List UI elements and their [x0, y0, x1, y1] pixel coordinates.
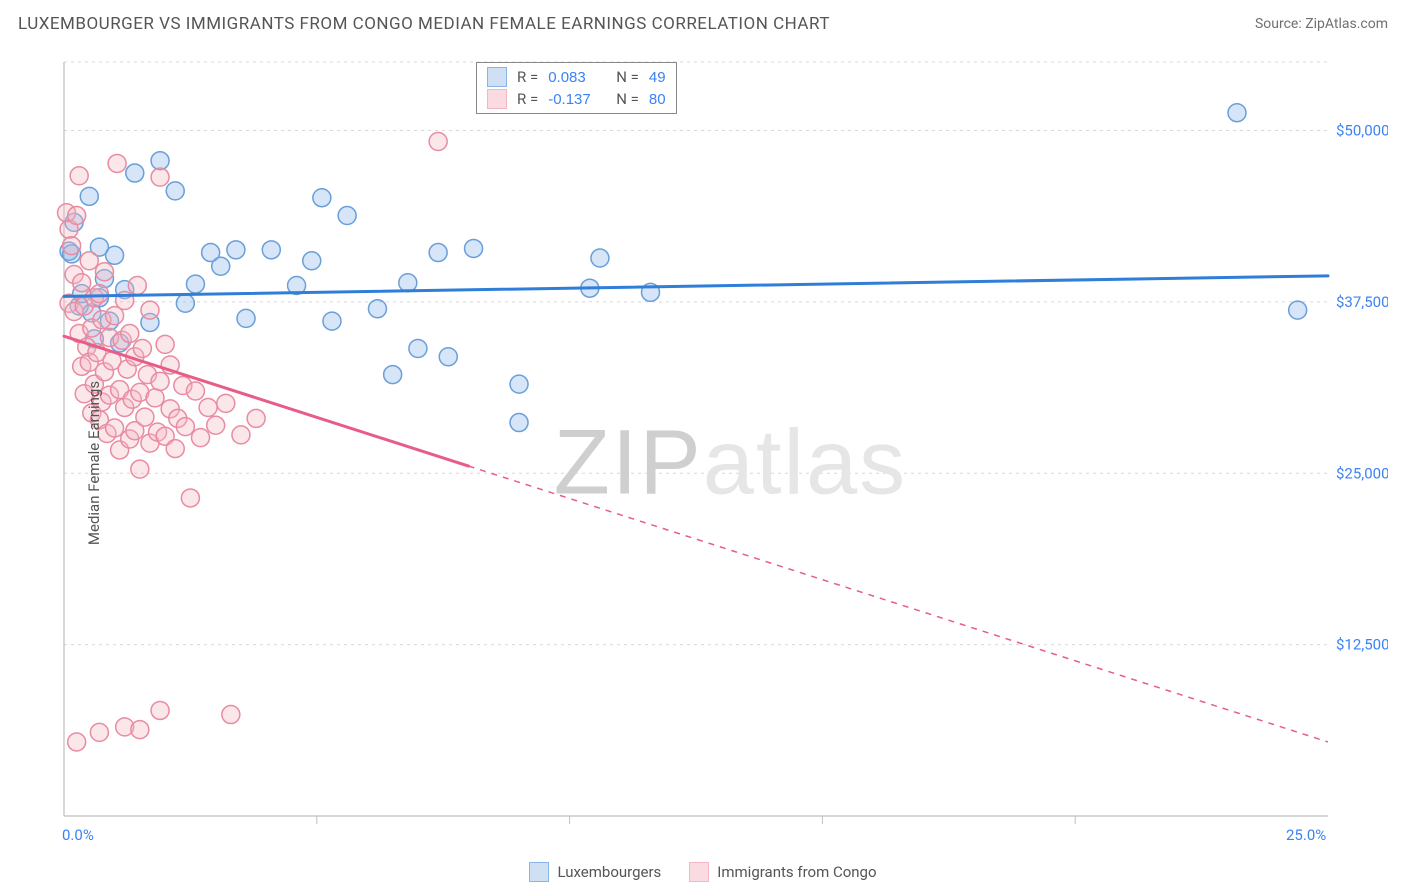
svg-text:$37,500: $37,500 — [1336, 293, 1388, 311]
legend-swatch — [689, 862, 709, 882]
legend-item: Immigrants from Congo — [689, 862, 876, 882]
chart-area: Median Female Earnings ZIPatlas $12,500$… — [18, 44, 1388, 882]
legend-swatch — [487, 89, 507, 109]
svg-text:$25,000: $25,000 — [1336, 464, 1388, 482]
x-axis-min-label: 0.0% — [62, 826, 94, 844]
legend-swatch — [487, 67, 507, 87]
legend-row: R = 0.083 N = 49 — [487, 66, 666, 88]
chart-title: LUXEMBOURGER VS IMMIGRANTS FROM CONGO ME… — [18, 14, 830, 34]
x-axis-max-label: 25.0% — [1286, 826, 1326, 844]
legend-n-label: N = — [616, 68, 639, 86]
legend-item: Luxembourgers — [529, 862, 661, 882]
legend-swatch — [529, 862, 549, 882]
svg-text:$50,000: $50,000 — [1336, 122, 1388, 140]
legend-row: R = -0.137 N = 80 — [487, 88, 666, 110]
source-label: Source: ZipAtlas.com — [1255, 16, 1388, 32]
legend-r-label: R = — [517, 68, 538, 86]
correlation-legend: R = 0.083 N = 49 R = -0.137 N = 80 — [476, 62, 677, 114]
legend-label: Luxembourgers — [557, 863, 661, 881]
legend-label: Immigrants from Congo — [717, 863, 876, 881]
legend-n-label: N = — [616, 90, 639, 108]
legend-n-value: 80 — [649, 91, 666, 108]
legend-r-value: 0.083 — [548, 69, 606, 86]
y-axis-label: Median Female Earnings — [85, 381, 103, 545]
legend-n-value: 49 — [649, 69, 666, 86]
series-legend: Luxembourgers Immigrants from Congo — [18, 862, 1388, 882]
legend-r-value: -0.137 — [548, 91, 606, 108]
legend-r-label: R = — [517, 90, 538, 108]
chart-svg: $12,500 $25,000 $37,500 $50,000 — [18, 44, 1388, 882]
svg-text:$12,500: $12,500 — [1336, 636, 1388, 654]
